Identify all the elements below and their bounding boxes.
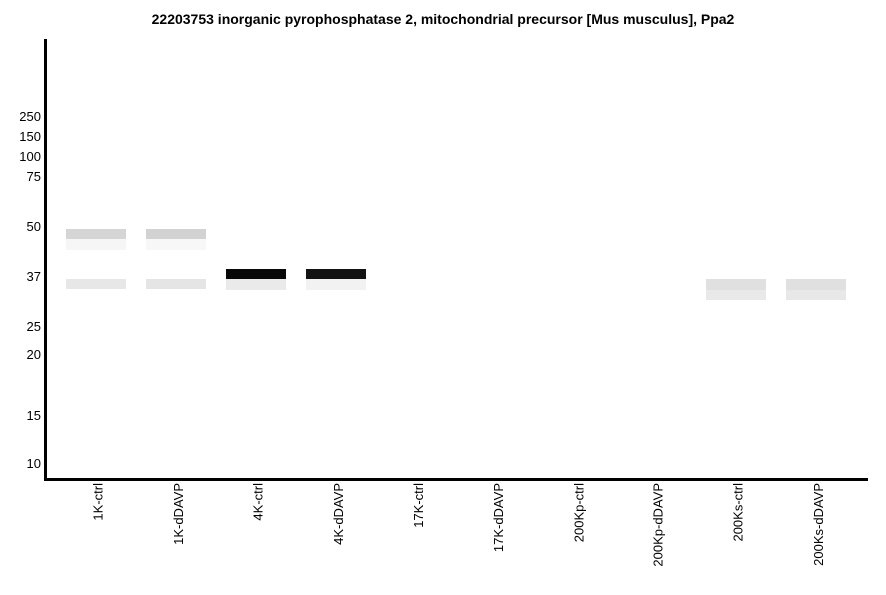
mw-marker-label-37: 37	[26, 269, 41, 284]
band-4K-dDAVP-35kda	[306, 279, 366, 290]
mw-marker-label-100: 100	[19, 149, 41, 164]
mw-marker-label-75: 75	[26, 169, 41, 184]
lane-label-200Ks-dDAVP: 200Ks-dDAVP	[811, 483, 826, 566]
band-1K-dDAVP-48kda	[146, 228, 206, 239]
x-axis-line	[44, 478, 868, 481]
band-200Ks-dDAVP-35kda	[786, 279, 846, 290]
mw-marker-label-20: 20	[26, 347, 41, 362]
band-200Ks-ctrl-35kda	[706, 279, 766, 290]
lane-label-200Kp-dDAVP: 200Kp-dDAVP	[651, 483, 666, 567]
band-1K-ctrl-46kda	[66, 238, 126, 250]
band-200Ks-dDAVP-33kda	[786, 290, 846, 300]
band-1K-ctrl-48kda	[66, 228, 126, 239]
lane-label-4K-dDAVP: 4K-dDAVP	[331, 483, 346, 545]
lane-label-200Ks-ctrl: 200Ks-ctrl	[731, 483, 746, 542]
lane-label-4K-ctrl: 4K-ctrl	[251, 483, 266, 521]
y-axis-line	[44, 39, 47, 481]
lane-label-1K-dDAVP: 1K-dDAVP	[171, 483, 186, 545]
lane-label-1K-ctrl: 1K-ctrl	[91, 483, 106, 521]
mw-marker-label-150: 150	[19, 129, 41, 144]
mw-marker-label-250: 250	[19, 109, 41, 124]
lane-label-200Kp-ctrl: 200Kp-ctrl	[571, 483, 586, 543]
band-4K-dDAVP-38kda	[306, 269, 366, 279]
band-1K-dDAVP-46kda	[146, 238, 206, 250]
mw-marker-label-15: 15	[26, 408, 41, 423]
mw-marker-label-10: 10	[26, 456, 41, 471]
band-1K-ctrl-36kda	[66, 278, 126, 289]
chart-title: 22203753 inorganic pyrophosphatase 2, mi…	[151, 11, 735, 27]
band-4K-ctrl-38kda	[226, 269, 286, 279]
band-1K-dDAVP-36kda	[146, 278, 206, 289]
band-4K-ctrl-35kda	[226, 279, 286, 290]
lane-label-17K-ctrl: 17K-ctrl	[411, 483, 426, 528]
lane-label-17K-dDAVP: 17K-dDAVP	[491, 483, 506, 553]
mw-marker-label-25: 25	[26, 319, 41, 334]
band-200Ks-ctrl-33kda	[706, 290, 766, 300]
mw-marker-label-50: 50	[26, 219, 41, 234]
